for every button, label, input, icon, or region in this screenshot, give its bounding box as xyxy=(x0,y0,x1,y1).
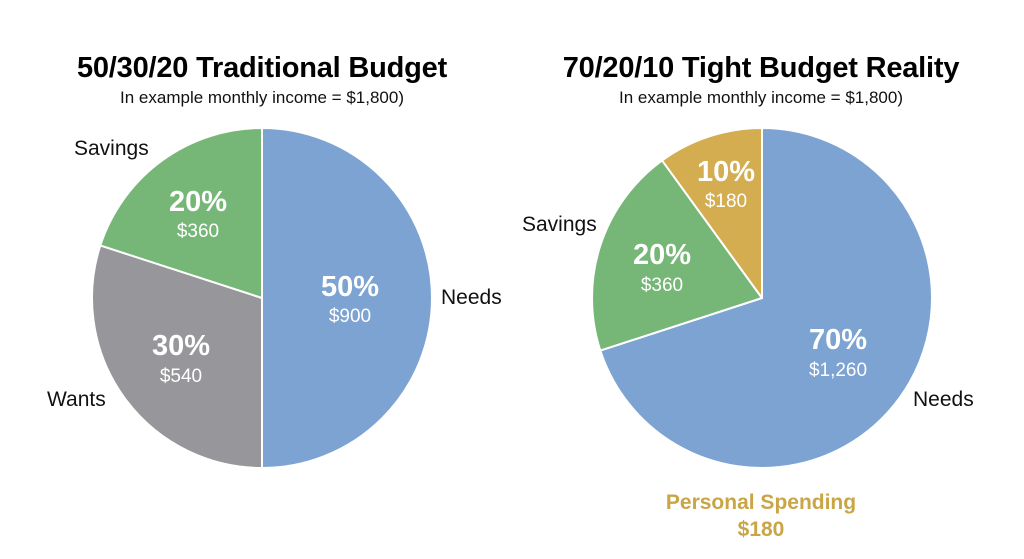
left-wants-amount: $540 xyxy=(160,366,202,387)
left-pie xyxy=(91,127,433,469)
left-savings-label: Savings xyxy=(74,137,149,160)
right-savings-label: Savings xyxy=(522,213,597,236)
left-wants-percent: 30% xyxy=(152,330,210,362)
left-needs-label: Needs xyxy=(441,286,502,309)
right-needs-amount: $1,260 xyxy=(809,360,867,381)
right-needs-label: Needs xyxy=(913,388,974,411)
right-personal-amount: $180 xyxy=(705,191,747,212)
right-slice-personal-spending xyxy=(661,127,763,299)
right-savings-amount: $360 xyxy=(641,275,683,296)
personal-spending-callout-label: Personal Spending xyxy=(666,491,856,514)
left-needs-amount: $900 xyxy=(329,306,371,327)
right-needs-percent: 70% xyxy=(809,324,867,356)
right-slice-needs xyxy=(599,127,933,469)
right-chart-title: 70/20/10 Tight Budget Reality xyxy=(563,52,960,84)
left-slice-wants xyxy=(91,244,263,469)
left-wants-label: Wants xyxy=(47,388,106,411)
right-savings-percent: 20% xyxy=(633,239,691,271)
left-slice-savings xyxy=(99,127,263,299)
right-slice-savings xyxy=(591,159,763,352)
personal-spending-callout-value: $180 xyxy=(738,518,785,541)
left-chart-subtitle: In example monthly income = $1,800) xyxy=(120,88,404,107)
right-pie xyxy=(591,127,933,469)
left-savings-amount: $360 xyxy=(177,221,219,242)
left-chart: 50/30/20 Traditional Budget In example m… xyxy=(47,52,502,469)
left-chart-title: 50/30/20 Traditional Budget xyxy=(77,52,448,84)
right-chart: 70/20/10 Tight Budget Reality In example… xyxy=(522,52,974,541)
right-personal-percent: 10% xyxy=(697,156,755,188)
left-needs-percent: 50% xyxy=(321,271,379,303)
left-savings-percent: 20% xyxy=(169,186,227,218)
right-chart-subtitle: In example monthly income = $1,800) xyxy=(619,88,903,107)
left-slice-needs xyxy=(261,127,433,469)
